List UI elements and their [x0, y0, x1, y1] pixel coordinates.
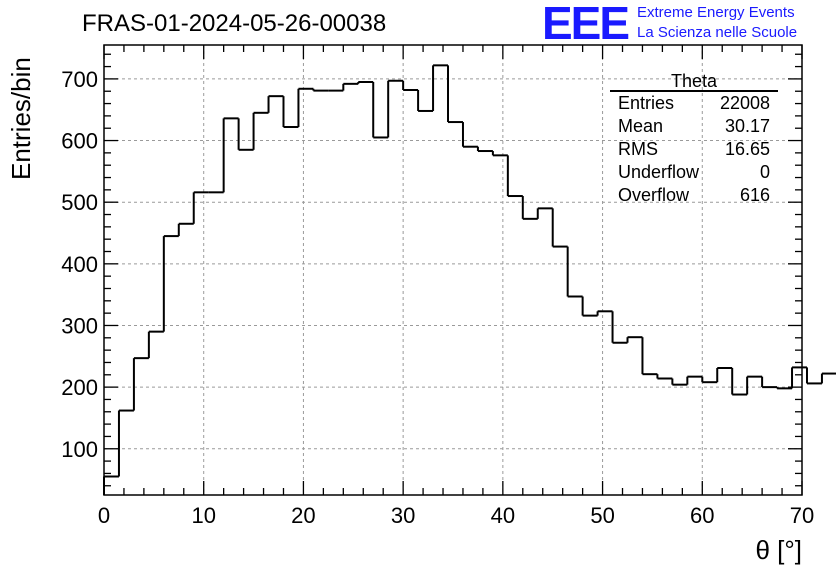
x-tick-label: 0 — [98, 503, 110, 528]
x-tick-label: 10 — [191, 503, 215, 528]
stats-value: 22008 — [719, 93, 770, 113]
tick-labels: 0 10 20 30 40 50 60 70 100 200 300 400 500 600 700 — [61, 67, 814, 528]
x-tick-label: 40 — [491, 503, 515, 528]
histogram-bin — [761, 376, 778, 389]
logo-subtitle-line1: Extreme Energy Events — [637, 4, 795, 21]
histogram-bins — [103, 64, 836, 495]
histogram-bin — [776, 387, 793, 390]
histogram-bin — [491, 151, 508, 157]
stats-row: RMS 16.65 — [610, 138, 778, 161]
stats-value: 30.17 — [724, 116, 770, 136]
histogram-bin — [162, 235, 179, 332]
stats-row: Overflow 616 — [610, 184, 778, 207]
stats-box: Theta Entries 22008 Mean 30.17 RMS 16.65 Un… — [610, 72, 778, 207]
histogram-bin — [521, 196, 538, 220]
histogram-bin — [312, 88, 329, 92]
histogram-bin — [402, 80, 419, 91]
histogram-bin — [731, 368, 748, 396]
histogram-bin — [387, 79, 404, 138]
y-axis-label: Entries/bin — [6, 57, 36, 180]
plot-frame — [103, 44, 803, 496]
stats-label: RMS — [618, 139, 658, 159]
stats-row: Entries 22008 — [610, 92, 778, 115]
histogram-bin — [566, 246, 583, 298]
stats-row: Mean 30.17 — [610, 115, 778, 138]
stats-label: Mean — [618, 116, 664, 136]
histogram-bin — [581, 296, 598, 317]
histogram-bin — [282, 96, 299, 128]
x-tick-label: 20 — [291, 503, 315, 528]
histogram-bin — [177, 222, 194, 237]
histogram-bin — [701, 376, 718, 384]
histogram-bin — [432, 64, 449, 111]
histogram-bin — [805, 367, 822, 385]
y-tick-label: 200 — [61, 375, 98, 400]
stats-row: Underflow 0 — [610, 161, 778, 184]
histogram-bin — [551, 208, 568, 248]
eee-logo: EEE — [542, 0, 630, 49]
y-tick-label: 500 — [61, 190, 98, 215]
histogram-bin — [417, 90, 434, 112]
stats-label: Entries — [618, 93, 675, 113]
histogram-bin — [461, 122, 478, 148]
logo-subtitle-line2: La Scienza nelle Scuole — [637, 24, 798, 41]
histogram-bin — [746, 375, 763, 395]
histogram-bin — [626, 336, 643, 343]
x-tick-label: 50 — [590, 503, 614, 528]
histogram-bin — [536, 207, 553, 219]
stats-value: 616 — [739, 185, 770, 205]
histogram-bin — [297, 87, 314, 127]
histogram-bin — [791, 366, 807, 389]
histogram-bin — [222, 117, 239, 193]
x-tick-label: 60 — [690, 503, 714, 528]
histogram-bin — [476, 146, 493, 153]
histogram-bin — [656, 374, 673, 380]
histogram-bin — [716, 367, 733, 383]
histogram-bin — [237, 118, 254, 151]
y-tick-label: 300 — [61, 313, 98, 338]
histogram-bin — [252, 111, 269, 150]
histogram-bin — [372, 81, 389, 139]
histogram-bin — [342, 82, 359, 91]
histogram-bin — [447, 65, 463, 124]
grid-lines — [104, 45, 802, 495]
histogram-bin — [641, 337, 658, 376]
y-tick-label: 600 — [61, 129, 98, 154]
histogram-bin — [506, 155, 523, 198]
y-tick-label: 100 — [61, 437, 98, 462]
stats-value: 0 — [759, 162, 770, 182]
histogram-bin — [267, 95, 284, 113]
histogram-bin — [147, 330, 164, 359]
x-tick-label: 30 — [391, 503, 415, 528]
histogram-bin — [671, 378, 688, 386]
histogram-bin — [103, 475, 119, 495]
stats-value: 16.65 — [724, 139, 770, 159]
histogram-bin — [192, 191, 209, 224]
histogram-bin — [132, 357, 149, 411]
x-tick-label: 70 — [790, 503, 814, 528]
x-axis-label: θ [°] — [755, 535, 802, 565]
stats-label: Overflow — [618, 185, 690, 205]
histogram-bin — [596, 310, 613, 316]
histogram-bin — [117, 409, 134, 477]
stats-title: Theta — [610, 72, 778, 92]
histogram-bin — [820, 372, 836, 384]
histogram-bin — [611, 311, 628, 344]
histogram-bin — [686, 375, 703, 385]
y-tick-label: 400 — [61, 252, 98, 277]
histogram-bin — [357, 80, 374, 84]
y-tick-label: 700 — [61, 67, 98, 92]
stats-label: Underflow — [618, 162, 700, 182]
chart-title: FRAS-01-2024-05-26-00038 — [82, 10, 387, 37]
